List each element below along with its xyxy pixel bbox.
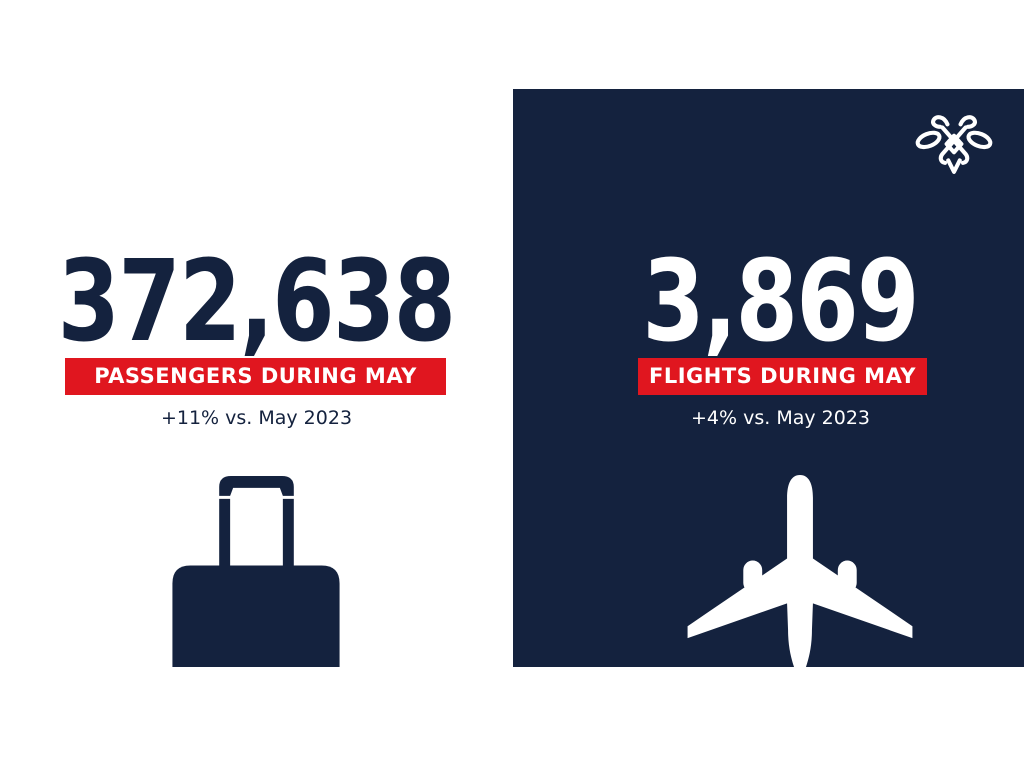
airplane-icon (687, 474, 913, 667)
flights-value: 3,869 (642, 237, 920, 367)
passengers-label-banner: PASSENGERS DURING MAY (65, 358, 446, 395)
suitcase-icon (172, 475, 340, 667)
flights-stat-card: 3,869 FLIGHTS DURING MAY +4% vs. May 202… (513, 89, 1024, 667)
flights-label-banner: FLIGHTS DURING MAY (638, 358, 927, 395)
passengers-value: 372,638 (58, 237, 457, 367)
flights-comparison: +4% vs. May 2023 (691, 407, 870, 429)
passengers-comparison: +11% vs. May 2023 (160, 407, 353, 429)
double-headed-eagle-icon (915, 115, 993, 174)
